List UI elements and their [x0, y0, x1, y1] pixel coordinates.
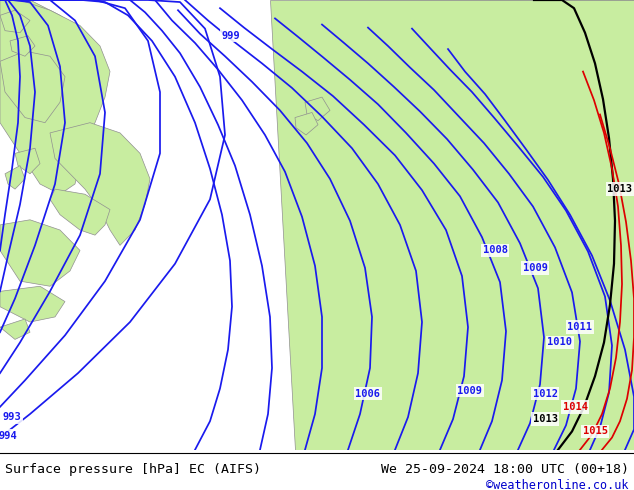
Text: 999: 999: [222, 31, 240, 41]
Text: ©weatheronline.co.uk: ©weatheronline.co.uk: [486, 480, 629, 490]
Polygon shape: [50, 122, 150, 245]
Polygon shape: [350, 39, 390, 70]
Polygon shape: [0, 0, 80, 46]
Polygon shape: [305, 56, 360, 102]
Text: 1009: 1009: [522, 263, 548, 273]
Polygon shape: [10, 36, 35, 56]
Text: 994: 994: [0, 431, 17, 441]
Text: 1008: 1008: [482, 245, 507, 255]
Text: 1013: 1013: [607, 184, 633, 194]
Polygon shape: [0, 319, 30, 340]
Polygon shape: [0, 51, 65, 122]
Polygon shape: [490, 0, 634, 51]
Text: Surface pressure [hPa] EC (AIFS): Surface pressure [hPa] EC (AIFS): [5, 463, 261, 476]
Polygon shape: [0, 286, 65, 322]
Text: 1014: 1014: [562, 402, 588, 412]
Polygon shape: [50, 189, 110, 235]
Text: 1010: 1010: [548, 338, 573, 347]
Text: 1009: 1009: [458, 386, 482, 395]
Text: 1011: 1011: [567, 322, 593, 332]
Polygon shape: [295, 113, 318, 135]
Text: 1012: 1012: [533, 389, 557, 398]
Polygon shape: [5, 166, 25, 189]
Text: 1013: 1013: [533, 414, 557, 424]
Text: We 25-09-2024 18:00 UTC (00+18): We 25-09-2024 18:00 UTC (00+18): [381, 463, 629, 476]
Text: 1006: 1006: [356, 389, 380, 398]
Polygon shape: [0, 220, 80, 286]
Polygon shape: [15, 148, 40, 174]
Text: 993: 993: [3, 412, 22, 422]
Polygon shape: [540, 0, 634, 82]
Polygon shape: [480, 28, 515, 53]
Polygon shape: [0, 10, 30, 33]
Polygon shape: [330, 0, 634, 450]
Polygon shape: [560, 5, 610, 36]
Polygon shape: [305, 97, 330, 121]
Polygon shape: [500, 21, 545, 46]
Polygon shape: [0, 0, 110, 194]
Text: 1015: 1015: [583, 426, 607, 437]
Polygon shape: [270, 0, 634, 450]
